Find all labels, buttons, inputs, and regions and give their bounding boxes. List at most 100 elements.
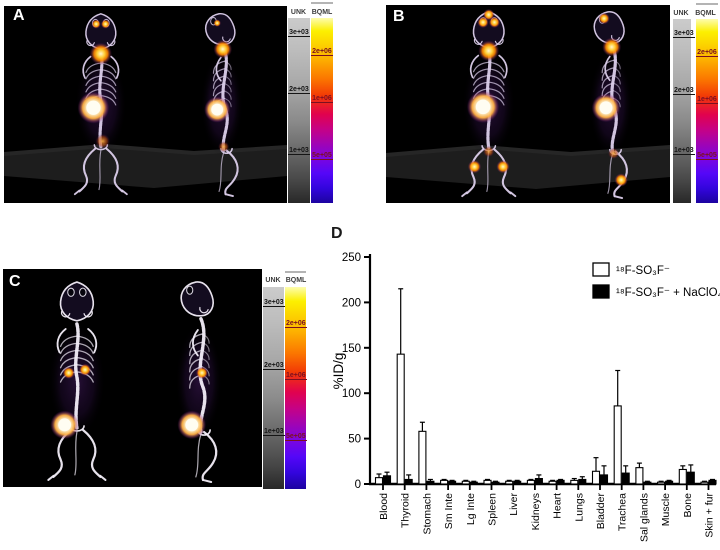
bar [665, 480, 674, 485]
bar [570, 479, 579, 485]
y-tick-label: 100 [342, 388, 361, 400]
x-tick-label: Sal glands [638, 493, 650, 542]
panel-b-label: B [393, 8, 405, 25]
bar [374, 477, 384, 485]
bar [621, 472, 630, 485]
y-tick-label: 0 [355, 479, 361, 491]
biodistribution-chart: 0 50 100 150 200 250 %ID/g Blood Thyroid Stomach S… [331, 252, 720, 542]
unk-colorbar-a [288, 18, 310, 203]
tracer-uptake-hotspot [100, 19, 111, 29]
mouse-coronal-view [461, 9, 517, 198]
y-tick-label: 150 [342, 343, 361, 355]
bqml-colorbar-a [311, 18, 333, 203]
y-tick-label: 250 [342, 252, 361, 264]
bqml-colorbar-b [696, 19, 718, 203]
bar [469, 481, 478, 485]
pet-ct-image-b [386, 5, 670, 203]
bar [448, 480, 457, 485]
bqml-header-b: BQML [695, 10, 716, 17]
tracer-uptake-hotspot [488, 16, 501, 28]
x-tick-label: Thyroid [400, 493, 412, 528]
x-tick-label: Spleen [487, 493, 499, 526]
tracer-uptake-hotspot [496, 160, 510, 174]
bar [382, 475, 392, 485]
panel-d: D 0 50 100 150 200 250 %ID/g Blood Thyroid Stomac… [330, 225, 720, 545]
bar [591, 470, 601, 485]
unk-header-b: UNK [673, 10, 689, 17]
bar [404, 478, 413, 485]
bar [578, 478, 587, 485]
x-tick-label: Bone [682, 493, 694, 518]
unk-colorbar-c [263, 287, 284, 489]
scanner-bed [4, 146, 287, 188]
bar [548, 480, 557, 485]
bar [534, 478, 543, 485]
tracer-uptake-hotspot [78, 363, 92, 376]
x-tick-label: Skin + fur [704, 493, 716, 538]
x-tick-label: Stomach [421, 493, 433, 535]
mouse-sagittal-view [175, 281, 223, 483]
bar [657, 481, 666, 485]
tracer-uptake-hotspot [62, 366, 75, 379]
panel-b: B UNK BQML 3e+03 2e+03 1e+03 2e+06 1e+06… [380, 0, 720, 210]
tracer-uptake-hotspot [607, 147, 620, 160]
x-tick-label: Muscle [660, 493, 672, 526]
bar [643, 481, 652, 485]
x-tick-label: Blood [378, 493, 390, 520]
tracer-uptake-hotspot [478, 40, 500, 62]
tracer-uptake-hotspot [467, 160, 482, 174]
bar [686, 471, 695, 485]
x-tick-label: Lungs [573, 493, 585, 522]
tracer-uptake-hotspot [602, 37, 622, 57]
bar [599, 474, 609, 485]
bar [708, 479, 717, 485]
bar [635, 467, 644, 485]
legend-label: ¹⁸F-SO₃F⁻ + NaClO₄ [616, 287, 720, 299]
pet-ct-image-c [3, 269, 262, 487]
legend-swatch [592, 284, 610, 299]
bqml-colorbar-c [285, 287, 306, 489]
bqml-header-a: BQML [311, 9, 333, 16]
mouse-coronal-view [73, 13, 128, 196]
bqml-topline-a [311, 2, 333, 4]
tracer-uptake-hotspot [95, 133, 111, 149]
x-tick-label: Trachea [617, 493, 629, 531]
bqml-topline-c [285, 271, 306, 273]
unk-header-c: UNK [265, 277, 281, 284]
pet-ct-image-a [4, 6, 287, 203]
y-tick-label: 50 [348, 434, 361, 446]
y-tick-label: 200 [342, 297, 361, 309]
mouse-coronal-view [47, 281, 107, 481]
unk-header-a: UNK [290, 9, 307, 16]
bar [526, 479, 535, 485]
tracer-uptake-hotspot [598, 12, 610, 25]
bar [440, 479, 449, 485]
tracer-uptake-hotspot [195, 366, 209, 379]
bar [483, 479, 492, 485]
tracer-uptake-hotspot [91, 19, 101, 29]
tracer-uptake-hotspot [213, 19, 221, 27]
bar [396, 353, 405, 485]
bar [505, 480, 514, 485]
legend-swatch [592, 262, 610, 277]
bar [700, 481, 709, 485]
tracer-uptake-hotspot [89, 42, 113, 65]
scanner-bed [386, 147, 670, 189]
x-tick-label: Bladder [595, 493, 607, 530]
legend-label: ¹⁸F-SO₃F⁻ [616, 265, 670, 277]
bqml-header-c: BQML [285, 277, 307, 284]
bar [491, 481, 500, 485]
x-tick-label: Lg Inte [465, 493, 477, 525]
tracer-uptake-hotspot [614, 173, 628, 187]
bqml-topline-b [696, 3, 718, 5]
bar [613, 405, 622, 485]
panel-c-label: C [9, 273, 21, 290]
panel-d-label: D [331, 225, 343, 242]
unk-colorbar-b [673, 19, 691, 203]
x-tick-label: Liver [508, 493, 520, 516]
scanner-bed-edge [386, 145, 670, 157]
tracer-uptake-hotspot [483, 145, 495, 158]
mouse-sagittal-view [588, 11, 633, 200]
bar [678, 468, 687, 485]
